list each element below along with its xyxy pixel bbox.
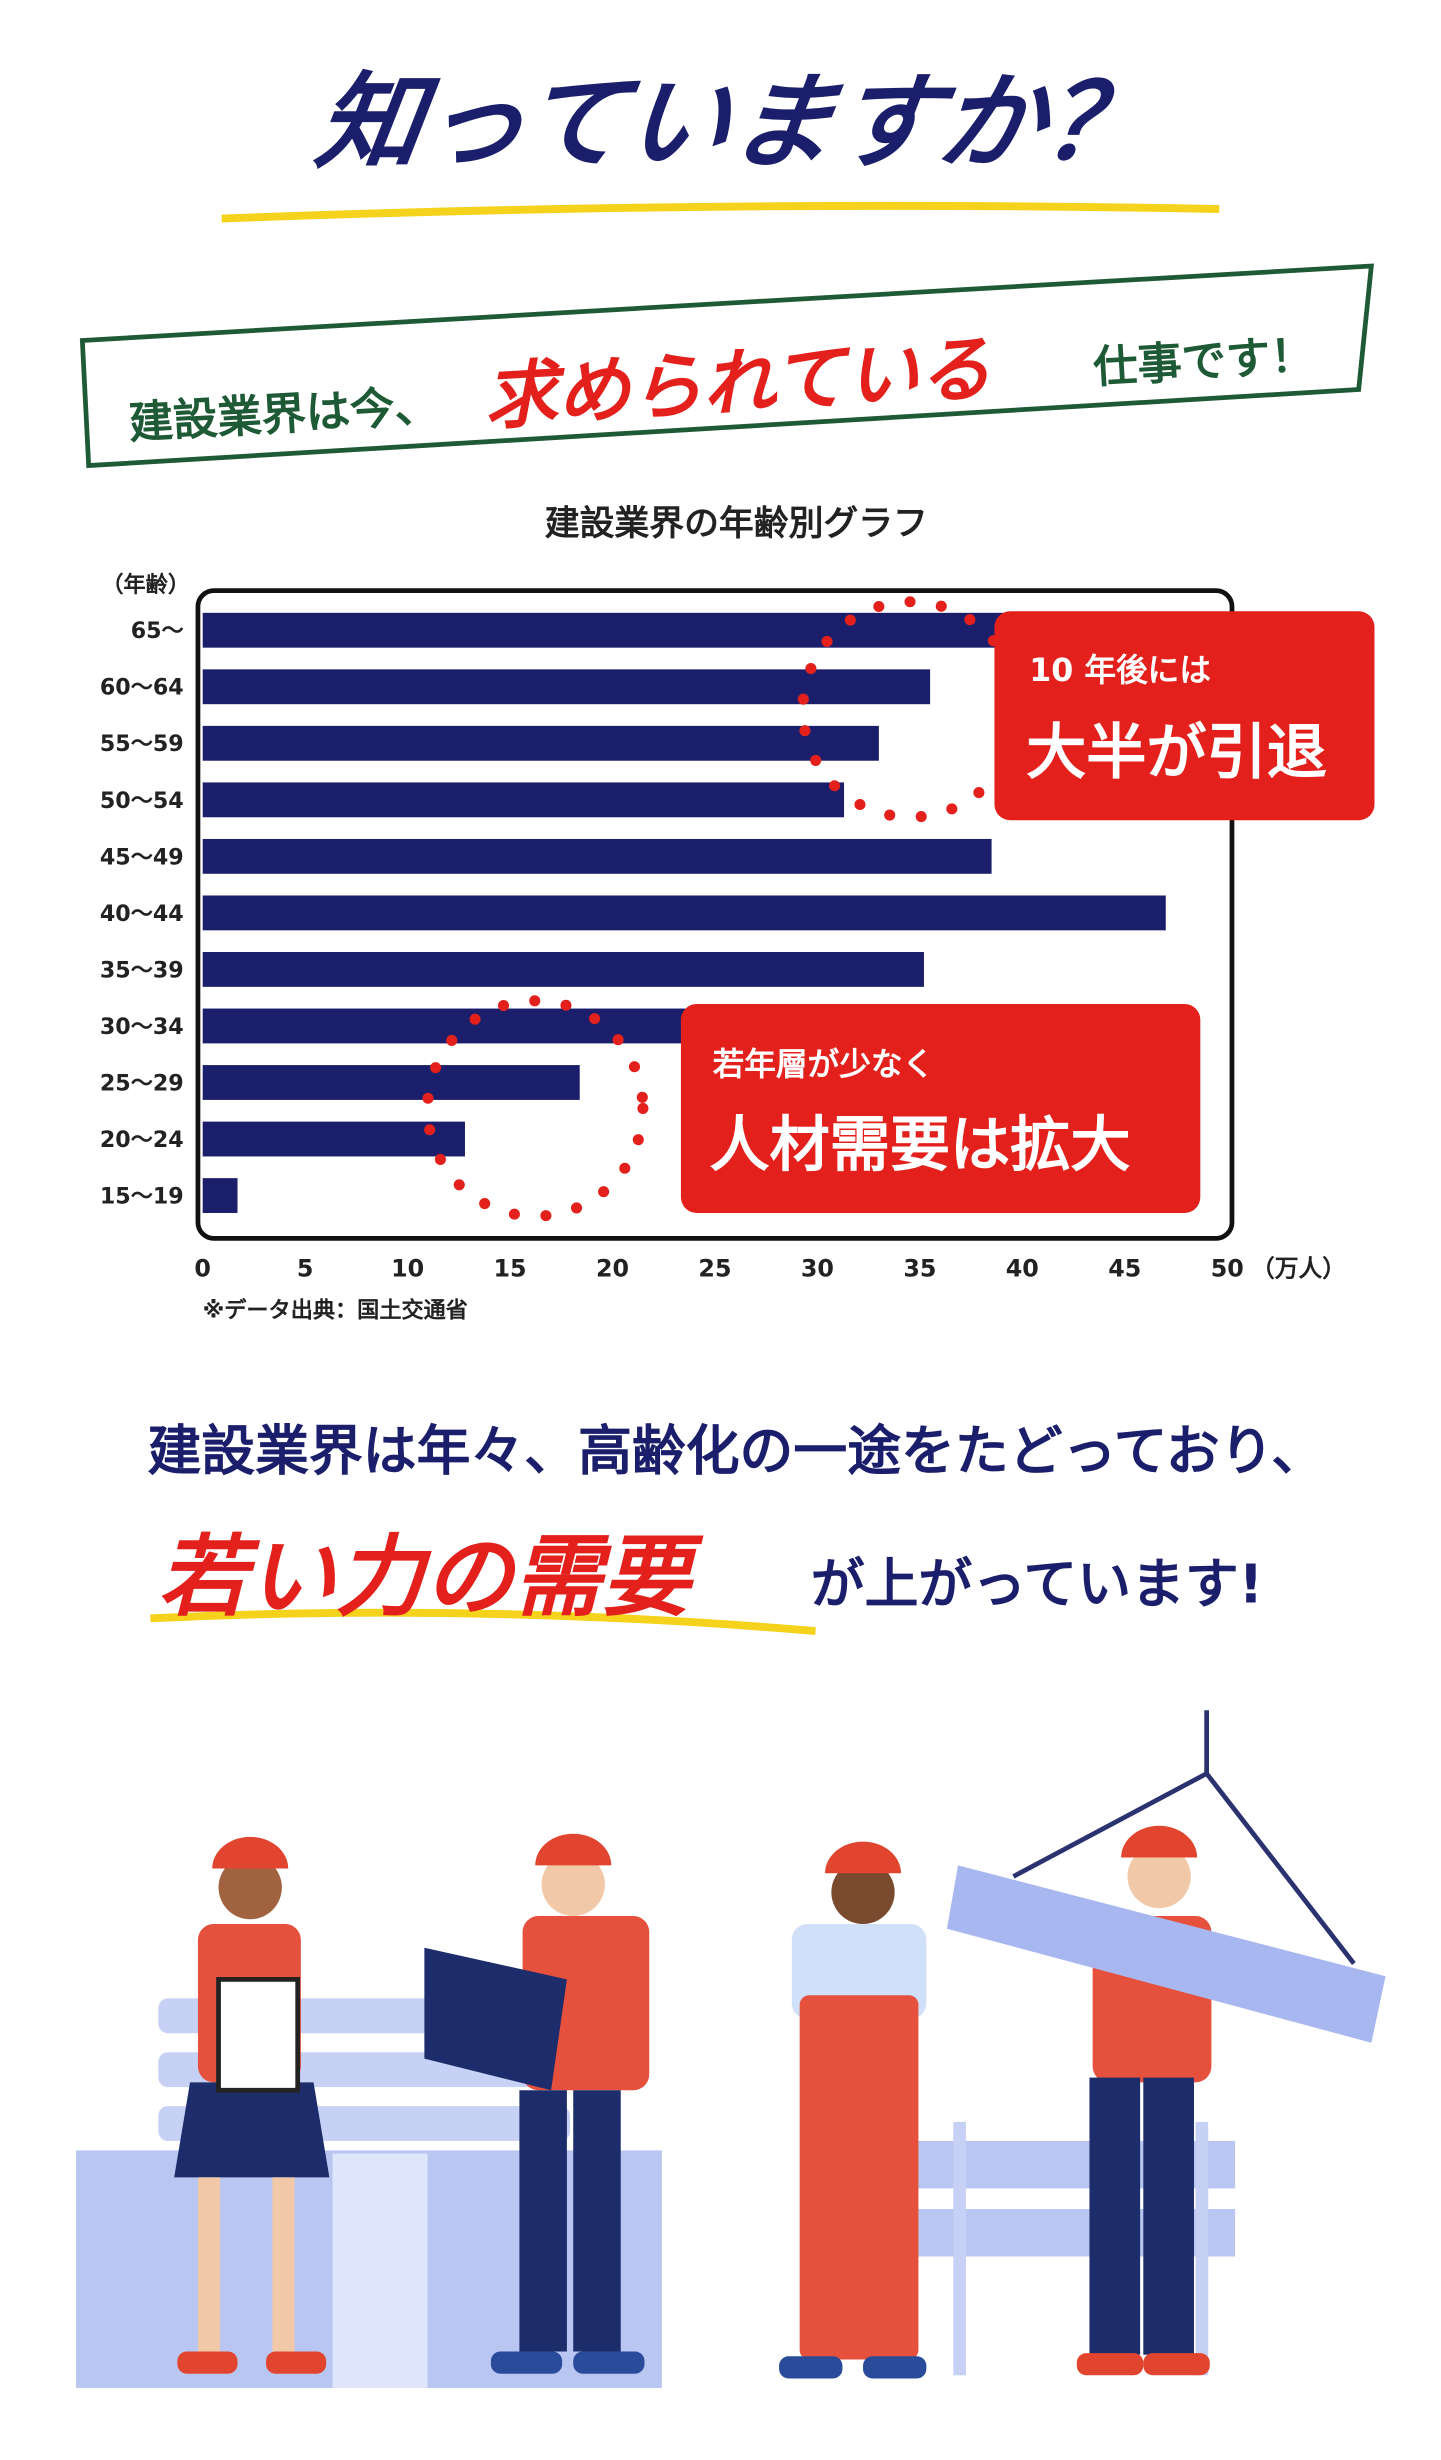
y-tick-label: 45～49 <box>100 844 184 870</box>
message-emphasis: 若い力の需要 <box>158 1525 703 1628</box>
y-tick-label: 65～ <box>131 618 184 644</box>
bar <box>202 1121 465 1157</box>
y-tick-label: 20～24 <box>100 1127 184 1153</box>
x-tick-label: 20 <box>596 1254 629 1282</box>
x-tick-label: 35 <box>903 1254 936 1282</box>
y-tick-label: 15～19 <box>100 1183 184 1209</box>
headline: 知っていますか？ <box>309 62 1157 183</box>
x-tick-label: 50 <box>1211 1254 1244 1282</box>
x-tick-label: 30 <box>801 1254 834 1282</box>
y-tick-label: 55～59 <box>100 731 184 757</box>
bar <box>202 782 845 818</box>
emphasis-underline <box>150 1608 816 1635</box>
bar <box>202 1065 580 1100</box>
y-tick-label: 25～29 <box>100 1070 184 1096</box>
x-tick-label: 5 <box>297 1254 314 1282</box>
x-tick-label: 40 <box>1006 1254 1039 1282</box>
y-tick-label: 50～54 <box>100 788 184 814</box>
bar <box>202 952 924 987</box>
y-tick-label: 35～39 <box>100 957 184 983</box>
bar <box>202 1178 238 1213</box>
bar <box>202 895 1166 931</box>
x-tick-label: 10 <box>391 1254 424 1282</box>
bar <box>202 669 931 705</box>
callout-line1: 若年層が少なく <box>713 1047 935 1083</box>
bar <box>202 725 879 761</box>
message-tail: が上がっています! <box>811 1553 1263 1616</box>
banner-frame <box>79 263 1374 469</box>
illustration <box>76 1710 1386 2388</box>
message-line1: 建設業界は年々、高齢化の一途をたどっており、 <box>147 1420 1325 1483</box>
x-tick-label: 0 <box>194 1254 211 1282</box>
x-axis: 0 5 10 15 20 25 30 35 40 45 50 <box>194 1254 1244 1282</box>
y-axis-label: （年齢） <box>101 572 190 598</box>
x-axis-label: （万人） <box>1251 1254 1346 1282</box>
y-tick-label: 30～34 <box>100 1014 184 1040</box>
y-tick-label: 60～64 <box>100 675 184 701</box>
x-tick-label: 45 <box>1108 1254 1141 1282</box>
bar <box>202 612 1064 648</box>
callout-line1: 10 年後には <box>1029 653 1211 689</box>
source: ※データ出典：国土交通省 <box>203 1297 468 1323</box>
chart-title: 建設業界の年齢別グラフ <box>545 504 928 544</box>
callout <box>994 611 1375 821</box>
bar <box>202 838 992 874</box>
callout <box>680 1003 1201 1213</box>
highlight-circle <box>422 995 649 1222</box>
x-tick-label: 25 <box>698 1254 731 1282</box>
callout-line2: 人材需要は拡大 <box>709 1110 1130 1180</box>
callout-line2: 大半が引退 <box>1026 718 1327 788</box>
headline-underline <box>221 201 1220 223</box>
y-tick-label: 40～44 <box>100 901 184 927</box>
banner-tail: 仕事です！ <box>1092 330 1316 394</box>
x-tick-label: 15 <box>494 1254 527 1282</box>
